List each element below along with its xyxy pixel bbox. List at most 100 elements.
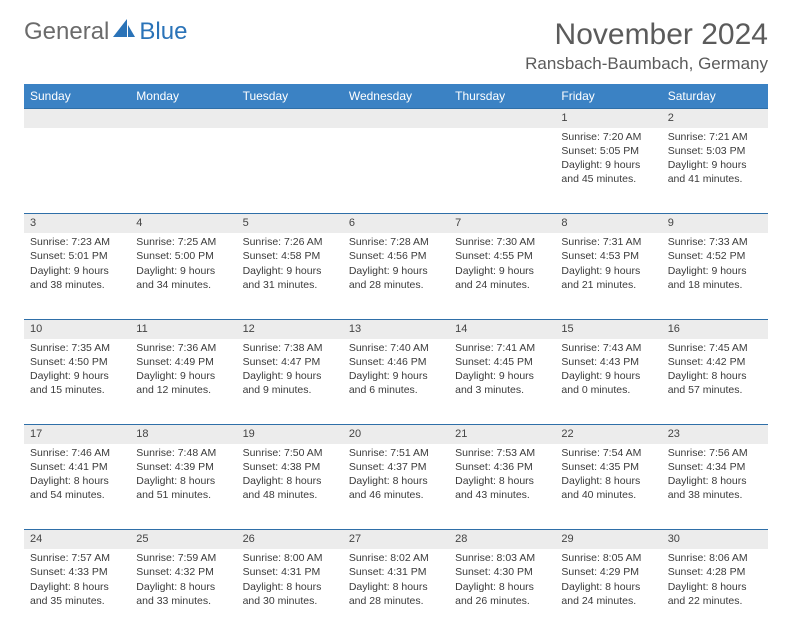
day-info-cell: Sunrise: 7:43 AMSunset: 4:43 PMDaylight:… (555, 339, 661, 425)
daylight-text: Daylight: 9 hours and 18 minutes. (668, 264, 762, 292)
daylight-text: Daylight: 8 hours and 38 minutes. (668, 474, 762, 502)
sunrise-text: Sunrise: 7:46 AM (30, 446, 124, 460)
sunset-text: Sunset: 4:37 PM (349, 460, 443, 474)
day-number-cell: 19 (237, 425, 343, 444)
daylight-text: Daylight: 9 hours and 15 minutes. (30, 369, 124, 397)
daylight-text: Daylight: 8 hours and 43 minutes. (455, 474, 549, 502)
day-number-cell: 7 (449, 214, 555, 233)
day-info-cell: Sunrise: 7:38 AMSunset: 4:47 PMDaylight:… (237, 339, 343, 425)
sunrise-text: Sunrise: 7:40 AM (349, 341, 443, 355)
daylight-text: Daylight: 9 hours and 0 minutes. (561, 369, 655, 397)
day-info-cell: Sunrise: 7:36 AMSunset: 4:49 PMDaylight:… (130, 339, 236, 425)
title-block: November 2024 Ransbach-Baumbach, Germany (525, 18, 768, 74)
day-info-row: Sunrise: 7:23 AMSunset: 5:01 PMDaylight:… (24, 233, 768, 319)
day-number-cell (130, 109, 236, 128)
sunrise-text: Sunrise: 7:59 AM (136, 551, 230, 565)
day-number-cell: 30 (662, 530, 768, 549)
day-info-cell: Sunrise: 7:54 AMSunset: 4:35 PMDaylight:… (555, 444, 661, 530)
day-info-cell (24, 128, 130, 214)
sail-icon (113, 18, 135, 46)
sunrise-text: Sunrise: 7:43 AM (561, 341, 655, 355)
daylight-text: Daylight: 9 hours and 12 minutes. (136, 369, 230, 397)
daylight-text: Daylight: 9 hours and 9 minutes. (243, 369, 337, 397)
day-number-row: 12 (24, 109, 768, 128)
daylight-text: Daylight: 8 hours and 26 minutes. (455, 580, 549, 608)
sunrise-text: Sunrise: 7:56 AM (668, 446, 762, 460)
day-info-cell: Sunrise: 7:45 AMSunset: 4:42 PMDaylight:… (662, 339, 768, 425)
day-info-cell: Sunrise: 7:46 AMSunset: 4:41 PMDaylight:… (24, 444, 130, 530)
day-info-row: Sunrise: 7:46 AMSunset: 4:41 PMDaylight:… (24, 444, 768, 530)
sunset-text: Sunset: 4:47 PM (243, 355, 337, 369)
daylight-text: Daylight: 8 hours and 30 minutes. (243, 580, 337, 608)
day-number-cell: 14 (449, 319, 555, 338)
daylight-text: Daylight: 8 hours and 28 minutes. (349, 580, 443, 608)
daylight-text: Daylight: 9 hours and 38 minutes. (30, 264, 124, 292)
day-number-cell: 17 (24, 425, 130, 444)
day-info-cell: Sunrise: 7:41 AMSunset: 4:45 PMDaylight:… (449, 339, 555, 425)
daylight-text: Daylight: 8 hours and 54 minutes. (30, 474, 124, 502)
day-number-cell: 20 (343, 425, 449, 444)
sunrise-text: Sunrise: 7:50 AM (243, 446, 337, 460)
daylight-text: Daylight: 9 hours and 28 minutes. (349, 264, 443, 292)
day-number-cell: 3 (24, 214, 130, 233)
day-header: Friday (555, 84, 661, 109)
sunrise-text: Sunrise: 7:21 AM (668, 130, 762, 144)
sunset-text: Sunset: 4:41 PM (30, 460, 124, 474)
sunrise-text: Sunrise: 7:30 AM (455, 235, 549, 249)
sunset-text: Sunset: 4:49 PM (136, 355, 230, 369)
sunrise-text: Sunrise: 7:41 AM (455, 341, 549, 355)
day-info-row: Sunrise: 7:57 AMSunset: 4:33 PMDaylight:… (24, 549, 768, 635)
day-info-cell: Sunrise: 7:20 AMSunset: 5:05 PMDaylight:… (555, 128, 661, 214)
daylight-text: Daylight: 9 hours and 24 minutes. (455, 264, 549, 292)
sunrise-text: Sunrise: 8:05 AM (561, 551, 655, 565)
sunset-text: Sunset: 4:30 PM (455, 565, 549, 579)
daylight-text: Daylight: 9 hours and 31 minutes. (243, 264, 337, 292)
day-number-cell: 27 (343, 530, 449, 549)
day-number-cell (237, 109, 343, 128)
day-info-cell (449, 128, 555, 214)
day-number-cell: 29 (555, 530, 661, 549)
daylight-text: Daylight: 8 hours and 22 minutes. (668, 580, 762, 608)
day-info-cell: Sunrise: 7:30 AMSunset: 4:55 PMDaylight:… (449, 233, 555, 319)
day-info-cell (237, 128, 343, 214)
sunrise-text: Sunrise: 7:54 AM (561, 446, 655, 460)
sunrise-text: Sunrise: 7:31 AM (561, 235, 655, 249)
day-header: Sunday (24, 84, 130, 109)
day-info-cell: Sunrise: 7:25 AMSunset: 5:00 PMDaylight:… (130, 233, 236, 319)
sunset-text: Sunset: 4:53 PM (561, 249, 655, 263)
sunset-text: Sunset: 5:00 PM (136, 249, 230, 263)
sunset-text: Sunset: 4:31 PM (243, 565, 337, 579)
logo: General Blue (24, 18, 187, 46)
day-number-row: 3456789 (24, 214, 768, 233)
day-info-cell: Sunrise: 7:26 AMSunset: 4:58 PMDaylight:… (237, 233, 343, 319)
daylight-text: Daylight: 8 hours and 48 minutes. (243, 474, 337, 502)
logo-word-blue: Blue (139, 18, 187, 46)
daylight-text: Daylight: 8 hours and 33 minutes. (136, 580, 230, 608)
day-info-row: Sunrise: 7:20 AMSunset: 5:05 PMDaylight:… (24, 128, 768, 214)
sunset-text: Sunset: 4:33 PM (30, 565, 124, 579)
month-title: November 2024 (525, 18, 768, 52)
day-number-cell: 23 (662, 425, 768, 444)
sunrise-text: Sunrise: 7:26 AM (243, 235, 337, 249)
sunset-text: Sunset: 4:32 PM (136, 565, 230, 579)
sunrise-text: Sunrise: 7:48 AM (136, 446, 230, 460)
day-number-cell: 5 (237, 214, 343, 233)
daylight-text: Daylight: 9 hours and 21 minutes. (561, 264, 655, 292)
day-info-cell: Sunrise: 7:53 AMSunset: 4:36 PMDaylight:… (449, 444, 555, 530)
day-number-cell: 2 (662, 109, 768, 128)
sunrise-text: Sunrise: 7:38 AM (243, 341, 337, 355)
sunrise-text: Sunrise: 7:53 AM (455, 446, 549, 460)
day-info-cell: Sunrise: 8:02 AMSunset: 4:31 PMDaylight:… (343, 549, 449, 635)
daylight-text: Daylight: 8 hours and 57 minutes. (668, 369, 762, 397)
day-number-cell: 1 (555, 109, 661, 128)
day-info-cell: Sunrise: 7:51 AMSunset: 4:37 PMDaylight:… (343, 444, 449, 530)
day-number-cell (449, 109, 555, 128)
day-info-cell: Sunrise: 7:28 AMSunset: 4:56 PMDaylight:… (343, 233, 449, 319)
sunrise-text: Sunrise: 7:45 AM (668, 341, 762, 355)
day-number-cell: 25 (130, 530, 236, 549)
day-number-row: 17181920212223 (24, 425, 768, 444)
daylight-text: Daylight: 8 hours and 40 minutes. (561, 474, 655, 502)
sunset-text: Sunset: 4:55 PM (455, 249, 549, 263)
sunrise-text: Sunrise: 8:02 AM (349, 551, 443, 565)
daylight-text: Daylight: 8 hours and 24 minutes. (561, 580, 655, 608)
